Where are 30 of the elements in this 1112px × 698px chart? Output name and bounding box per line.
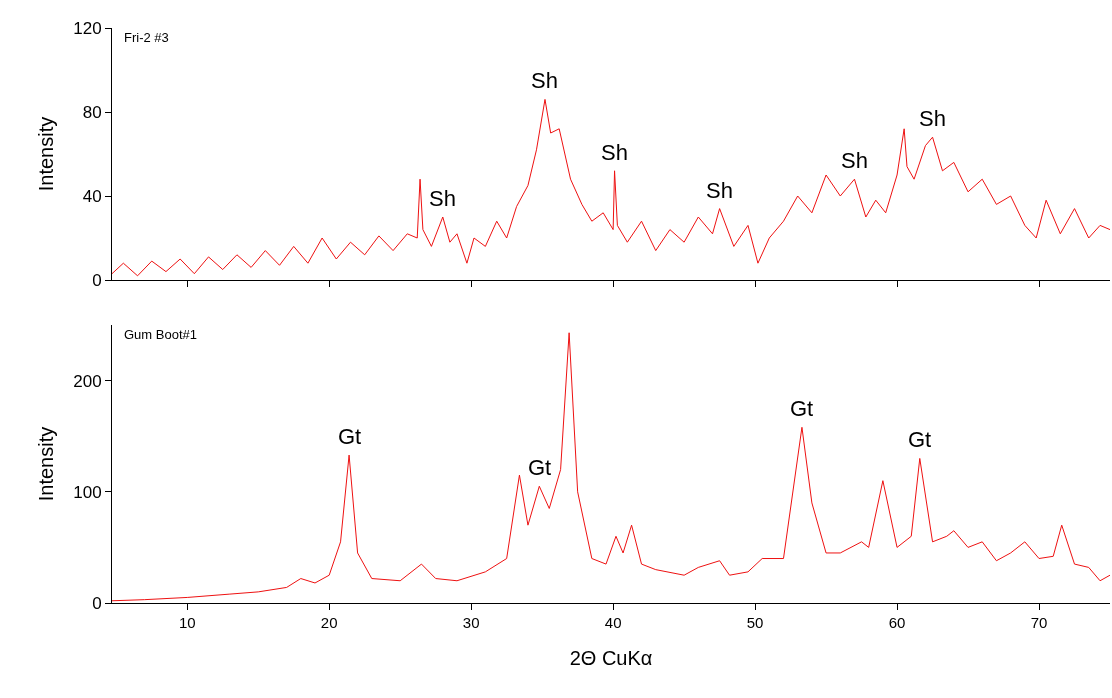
y-tick-label: 120 bbox=[73, 18, 102, 38]
y-axis-title: Intensity bbox=[34, 426, 57, 502]
annotation: Gt bbox=[908, 427, 932, 452]
x-tick-label: 70 bbox=[1030, 614, 1048, 631]
annotation: Sh bbox=[841, 148, 868, 173]
annotation: Sh bbox=[706, 178, 733, 203]
x-tick-label: 40 bbox=[604, 614, 622, 631]
y-tick-label: 0 bbox=[92, 593, 102, 613]
annotation: Gum Boot#1 bbox=[124, 327, 197, 342]
annotation: Fri-2 #3 bbox=[124, 30, 169, 45]
x-tick-label: 20 bbox=[320, 614, 338, 631]
annotation: Gt bbox=[790, 396, 814, 421]
annotation: Gt bbox=[528, 455, 552, 480]
annotation: Sh bbox=[531, 68, 558, 93]
y-tick-label: 0 bbox=[92, 270, 102, 290]
x-tick-label: 60 bbox=[888, 614, 906, 631]
line-series bbox=[112, 98, 1110, 277]
annotation: Sh bbox=[601, 140, 628, 165]
annotation: Sh bbox=[429, 186, 456, 211]
y-tick-label: 100 bbox=[73, 482, 102, 502]
y-tick-label: 200 bbox=[73, 371, 102, 391]
annotation: Sh bbox=[919, 106, 946, 131]
y-tick-label: 80 bbox=[82, 102, 102, 122]
x-tick-label: 30 bbox=[462, 614, 480, 631]
x-axis-title: 2Θ CuKα bbox=[569, 646, 653, 669]
y-axis-title: Intensity bbox=[34, 116, 57, 192]
y-tick-label: 40 bbox=[82, 186, 102, 206]
annotation: Gt bbox=[338, 424, 362, 449]
x-tick-label: 10 bbox=[178, 614, 196, 631]
x-tick-label: 50 bbox=[746, 614, 764, 631]
